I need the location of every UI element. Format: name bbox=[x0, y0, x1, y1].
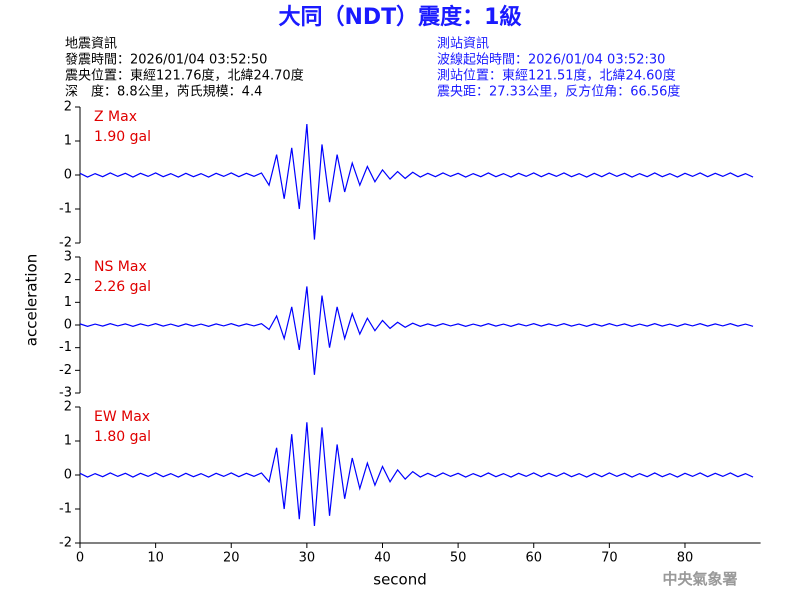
waveform bbox=[79, 286, 754, 375]
x-tick-label: 40 bbox=[374, 551, 391, 566]
x-axis-label: second bbox=[373, 571, 427, 589]
x-tick-label: 80 bbox=[677, 551, 694, 566]
x-tick-label: 60 bbox=[525, 551, 542, 566]
station-info-line: 測站位置：東經121.51度，北緯24.60度 bbox=[437, 68, 676, 84]
y-tick-label: 0 bbox=[64, 168, 72, 183]
y-tick-label: 0 bbox=[64, 468, 72, 483]
max-annotation: 1.90 gal bbox=[94, 129, 151, 145]
x-tick-label: 30 bbox=[299, 551, 316, 566]
max-annotation: NS Max bbox=[94, 259, 147, 275]
y-axis-label: acceleration bbox=[23, 254, 41, 346]
y-tick-label: 1 bbox=[64, 134, 72, 149]
y-tick-label: -2 bbox=[59, 536, 72, 551]
y-tick-label: 1 bbox=[64, 295, 72, 310]
page-title: 大同（NDT）震度：1級 bbox=[279, 4, 522, 30]
x-tick-label: 20 bbox=[223, 551, 240, 566]
station-info-line: 測站資訊 bbox=[437, 37, 489, 52]
station-info-line: 震央距：27.33公里，反方位角：66.56度 bbox=[437, 84, 680, 100]
y-tick-label: 2 bbox=[64, 272, 72, 287]
agency-footer: 中央氣象署 bbox=[662, 570, 737, 588]
y-tick-label: 1 bbox=[64, 434, 72, 449]
x-tick-label: 0 bbox=[76, 551, 84, 566]
y-tick-label: -1 bbox=[59, 202, 72, 217]
quake-info-line: 發震時間：2026/01/04 03:52:50 bbox=[65, 53, 267, 68]
waveform bbox=[79, 422, 754, 527]
x-tick-label: 70 bbox=[601, 551, 618, 566]
quake-info-line: 深 度：8.8公里，芮氏規模：4.4 bbox=[65, 84, 262, 100]
y-tick-label: 0 bbox=[64, 318, 72, 333]
quake-info-line: 震央位置：東經121.76度，北緯24.70度 bbox=[65, 68, 304, 84]
max-annotation: EW Max bbox=[94, 409, 150, 425]
y-tick-label: 2 bbox=[64, 100, 72, 115]
x-tick-label: 10 bbox=[147, 551, 164, 566]
y-tick-label: -1 bbox=[59, 502, 72, 517]
waveform bbox=[79, 123, 754, 240]
y-tick-label: 3 bbox=[64, 250, 72, 265]
max-annotation: Z Max bbox=[94, 109, 137, 125]
max-annotation: 1.80 gal bbox=[94, 429, 151, 445]
max-annotation: 2.26 gal bbox=[94, 279, 151, 295]
station-info-line: 波線起始時間：2026/01/04 03:52:30 bbox=[437, 52, 665, 68]
y-tick-label: -3 bbox=[59, 386, 72, 401]
x-tick-label: 50 bbox=[450, 551, 467, 566]
y-tick-label: -2 bbox=[59, 363, 72, 378]
quake-info-line: 地震資訊 bbox=[65, 37, 117, 52]
y-tick-label: -1 bbox=[59, 340, 72, 355]
y-tick-label: 2 bbox=[64, 400, 72, 415]
y-tick-label: -2 bbox=[59, 236, 72, 251]
